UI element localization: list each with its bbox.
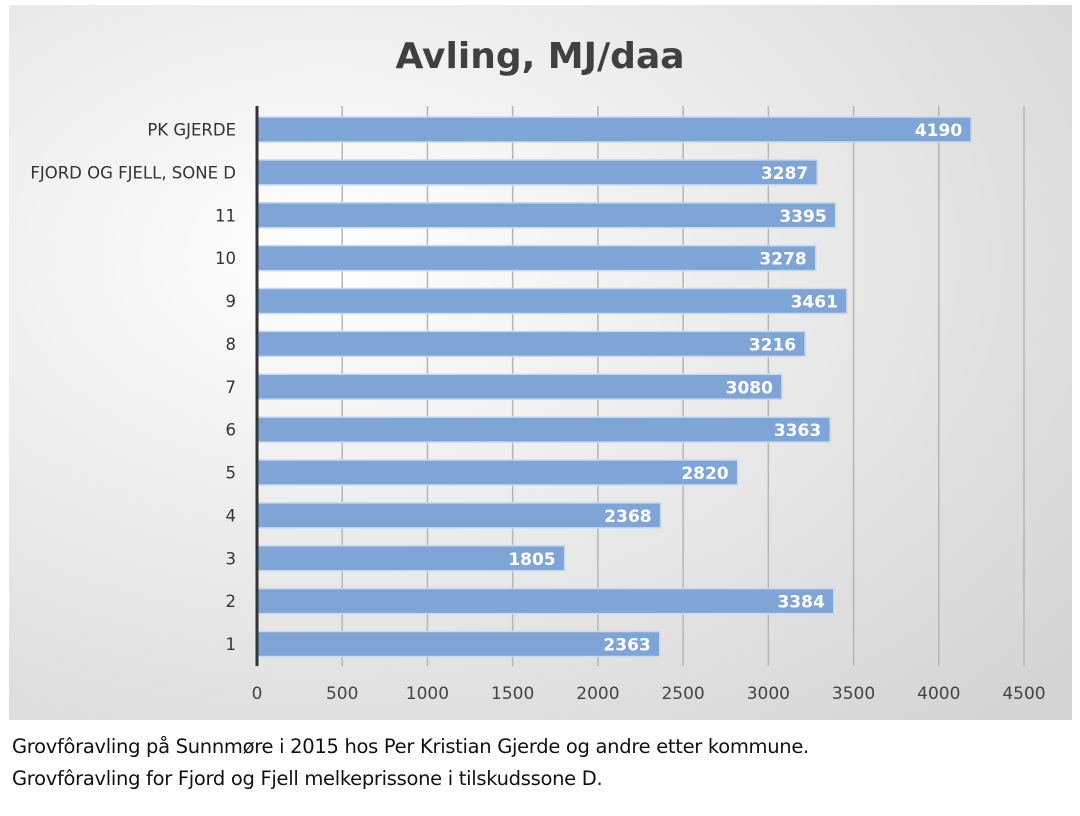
data-label: 3363 [774, 421, 821, 441]
caption-line-1: Grovfôravling på Sunnmøre i 2015 hos Per… [12, 735, 809, 758]
data-label: 3395 [779, 207, 826, 227]
y-category-label: 10 [215, 249, 236, 268]
data-label: 3384 [777, 593, 824, 613]
y-category-label: 4 [226, 506, 237, 525]
y-category-label: PK GJERDE [147, 121, 236, 140]
y-category-label: 5 [226, 464, 237, 483]
bar [256, 202, 837, 229]
x-tick-label: 1500 [491, 684, 534, 704]
data-label: 2368 [604, 507, 651, 527]
bar [256, 116, 972, 143]
data-label: 4190 [915, 121, 962, 141]
x-tick-label: 500 [326, 684, 358, 704]
bar [256, 587, 835, 615]
data-label: 3080 [726, 378, 773, 398]
y-category-label: 7 [226, 378, 237, 397]
y-category-label: 8 [226, 335, 237, 354]
y-category-label: 3 [226, 549, 237, 568]
y-category-label: 9 [226, 292, 237, 311]
y-category-label: 6 [226, 421, 237, 440]
data-label: 3278 [759, 250, 806, 270]
data-label: 2820 [681, 464, 728, 484]
data-label: 3461 [791, 293, 838, 313]
x-tick-label: 3000 [747, 684, 790, 704]
x-tick-label: 2500 [661, 684, 704, 704]
chart-title: Avling, MJ/daa [395, 36, 684, 77]
x-tick-label: 4500 [1002, 684, 1045, 704]
bar [256, 459, 739, 486]
x-tick-label: 4000 [917, 684, 960, 704]
y-category-label: 2 [226, 592, 237, 611]
bar [256, 416, 831, 443]
x-tick-label: 0 [252, 684, 263, 704]
data-label: 2363 [603, 636, 650, 656]
x-tick-label: 2000 [576, 684, 619, 704]
data-label: 3216 [749, 335, 796, 355]
bar [256, 244, 817, 272]
bar [256, 373, 783, 400]
y-category-label: 11 [215, 206, 236, 225]
y-category-label: FJORD OG FJELL, SONE D [30, 163, 236, 182]
y-category-label: 1 [226, 635, 237, 654]
caption-line-2: Grovfôravling for Fjord og Fjell melkepr… [12, 767, 603, 790]
x-tick-label: 3500 [832, 684, 875, 704]
bar [256, 630, 661, 658]
data-label: 3287 [761, 164, 808, 184]
bar [256, 502, 662, 529]
bar [256, 330, 806, 358]
data-label: 1805 [508, 550, 555, 570]
bar [256, 159, 819, 186]
bar [256, 287, 848, 315]
bar [256, 545, 566, 572]
x-tick-label: 1000 [406, 684, 449, 704]
